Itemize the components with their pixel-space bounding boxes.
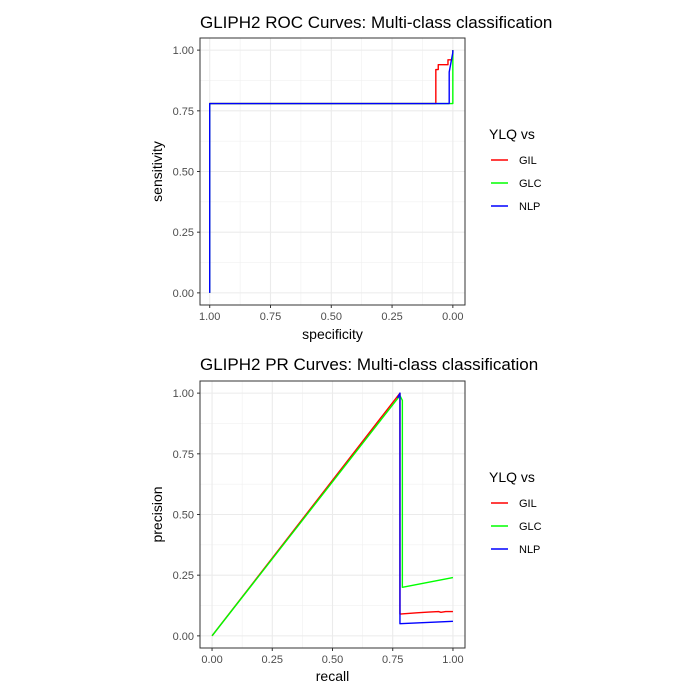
pr-x-tick-label: 1.00 — [442, 654, 463, 666]
roc-y-tick-label: 0.50 — [173, 167, 194, 179]
roc-legend-label-glc: GLC — [519, 178, 542, 190]
roc-y-axis-label: sensitivity — [149, 141, 165, 202]
roc-panel: 1.00 0.75 0.50 0.25 0.00 0.00 0.25 0.50 0.75 1.00… — [149, 13, 552, 342]
roc-chart-title: GLIPH2 ROC Curves: Multi-class classific… — [200, 13, 552, 32]
pr-panel: 0.00 0.25 0.50 0.75 1.00 0.00 0.25 0.50 0.75 1.00… — [149, 355, 542, 684]
pr-series-line-glc — [211, 394, 454, 637]
pr-legend-label-nlp: NLP — [519, 544, 540, 556]
pr-x-tick-label: 0.25 — [262, 654, 283, 666]
roc-y-tick-label: 0.75 — [173, 106, 194, 118]
roc-legend-label-nlp: NLP — [519, 201, 540, 213]
roc-x-tick-label: 0.00 — [442, 311, 463, 323]
roc-legend-label-gil: GIL — [519, 155, 537, 167]
roc-x-axis-label: specificity — [302, 326, 363, 342]
roc-x-tick-label: 0.25 — [381, 311, 402, 323]
roc-x-tick-label: 1.00 — [199, 311, 220, 323]
roc-x-tick-label: 0.75 — [260, 311, 281, 323]
pr-legend: YLQ vs GIL GLC NLP — [489, 469, 542, 556]
pr-x-axis-label: recall — [316, 668, 349, 684]
pr-x-tick-label: 0.50 — [322, 654, 343, 666]
pr-legend-title: YLQ vs — [489, 469, 535, 485]
pr-x-tick-label: 0.75 — [382, 654, 403, 666]
roc-y-tick-label: 0.25 — [173, 227, 194, 239]
pr-y-tick-label: 1.00 — [173, 388, 194, 400]
pr-y-tick-label: 0.25 — [173, 570, 194, 582]
roc-legend: YLQ vs GIL GLC NLP — [489, 126, 542, 213]
roc-y-tick-label: 0.00 — [173, 288, 194, 300]
pr-chart-title: GLIPH2 PR Curves: Multi-class classifica… — [200, 355, 538, 374]
pr-y-tick-label: 0.00 — [173, 631, 194, 643]
pr-legend-label-glc: GLC — [519, 521, 542, 533]
pr-y-axis-label: precision — [149, 486, 165, 542]
roc-series-line-nlp — [209, 50, 454, 293]
pr-series-line-nlp — [396, 392, 453, 625]
pr-y-tick-label: 0.50 — [173, 510, 194, 522]
pr-y-tick-label: 0.75 — [173, 449, 194, 461]
roc-legend-title: YLQ vs — [489, 126, 535, 142]
roc-x-tick-label: 0.50 — [321, 311, 342, 323]
pr-x-tick-label: 0.00 — [201, 654, 222, 666]
pr-legend-label-gil: GIL — [519, 498, 537, 510]
roc-y-tick-label: 1.00 — [173, 45, 194, 57]
